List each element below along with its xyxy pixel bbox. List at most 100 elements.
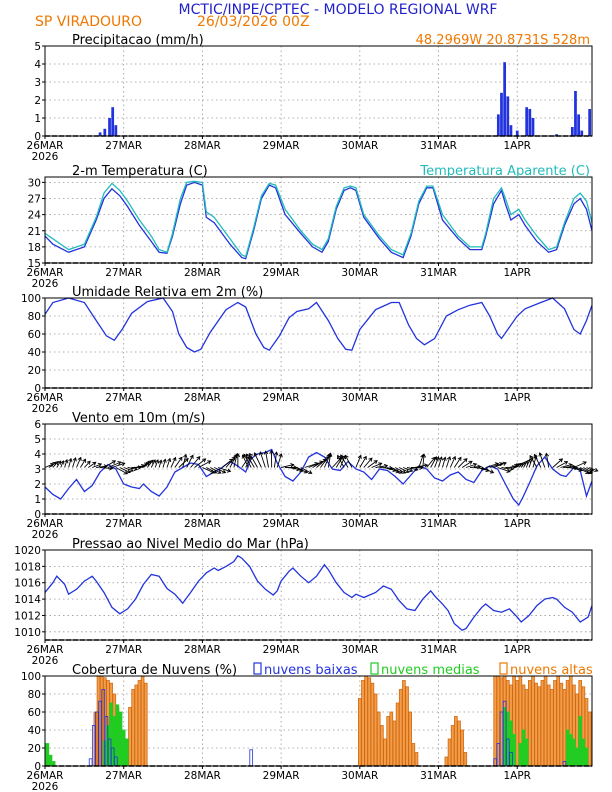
precip-bar	[103, 128, 107, 136]
cloud-bar-nuvens-altas	[395, 702, 400, 767]
wind-arrow	[523, 460, 528, 468]
xtick-label: 1APR	[503, 770, 531, 782]
wind-arrow-head	[290, 463, 295, 468]
wind-arrow-head	[378, 462, 383, 467]
wind-arrow-head	[269, 449, 274, 454]
wind-arrow	[406, 467, 418, 471]
wind-arrow-head	[207, 460, 212, 465]
cloud-bar-nuvens-altas	[556, 675, 560, 767]
wind-arrow	[461, 460, 473, 468]
cloud-bar-nuvens-medias	[512, 734, 516, 767]
wind-arrow	[64, 459, 68, 468]
wind-arrow-head	[77, 456, 82, 461]
cloud-bar-nuvens-medias	[524, 738, 529, 767]
wind-arrow	[363, 457, 373, 468]
wind-arrow	[375, 465, 388, 468]
wind-arrow	[422, 454, 425, 468]
wind-arrow-head	[249, 452, 253, 458]
wind-arrow	[391, 467, 403, 474]
wind-arrow	[359, 456, 367, 468]
wind-arrow-head	[149, 459, 154, 464]
cloud-bar-nuvens-altas	[562, 689, 567, 767]
cloud-bar-nuvens-altas	[386, 716, 390, 767]
wind-arrow-head	[421, 453, 427, 458]
wind-arrow	[254, 452, 262, 468]
wind-arrow	[225, 456, 236, 468]
wind-arrow-head	[533, 453, 538, 459]
wind-arrow	[243, 454, 252, 468]
wind-arrow	[344, 455, 353, 468]
xtick-label: 28MAR	[184, 267, 221, 279]
wind-arrow	[556, 461, 568, 468]
wind-arrow	[210, 467, 222, 474]
wind-arrow	[276, 453, 282, 468]
xtick-label: 27MAR	[105, 644, 142, 656]
xtick-label: 31MAR	[420, 267, 457, 279]
xtick-label: 30MAR	[341, 392, 378, 404]
cloud-bar-nuvens-altas	[389, 711, 394, 767]
wind-arrow	[438, 456, 443, 468]
xtick-label: 31MAR	[420, 140, 457, 152]
xtick-label: 30MAR	[341, 267, 378, 279]
ytick-label: 4	[34, 59, 41, 71]
wind-arrow-head	[126, 469, 131, 474]
wind-arrow	[395, 467, 406, 474]
series-line-Temperatura	[44, 181, 593, 260]
xtick-year-label: 2026	[32, 655, 59, 667]
wind-arrow	[198, 460, 211, 468]
wind-arrow	[202, 467, 215, 474]
wind-arrow	[68, 458, 72, 468]
ytick-label: 1016	[14, 578, 41, 590]
ytick-label: 18	[28, 242, 41, 254]
ytick-label: 6	[34, 419, 41, 431]
wind-arrow	[525, 459, 531, 468]
cloud-bar-nuvens-altas	[534, 682, 538, 767]
cloud-bar-nuvens-altas	[137, 680, 142, 767]
ytick-label: 100	[21, 671, 41, 683]
ytick-label: 100	[21, 293, 41, 305]
wind-arrow-head	[109, 466, 114, 471]
cloud-bar-nuvens-altas	[143, 682, 148, 767]
wind-arrow-head	[68, 457, 73, 463]
cloud-bar-nuvens-medias	[575, 747, 579, 767]
wind-arrow	[529, 455, 538, 468]
wind-arrow-head	[594, 467, 599, 472]
wind-arrow	[501, 467, 513, 470]
precip-bar	[555, 134, 558, 136]
header-location: SP VIRADOURO	[35, 14, 142, 30]
cloud-bar-nuvens-altas	[367, 677, 372, 767]
wind-arrow	[100, 467, 113, 469]
wind-arrow	[398, 467, 409, 473]
wind-arrow	[560, 464, 573, 468]
wind-arrow-head	[362, 455, 367, 461]
cloud-bar-nuvens-altas	[376, 711, 381, 767]
cloud-bar-nuvens-altas	[131, 689, 135, 767]
cloud-bar-nuvens-altas	[392, 720, 397, 767]
cloud-bar-nuvens-altas	[559, 682, 564, 767]
wind-arrow	[552, 458, 563, 468]
xtick-label: 31MAR	[420, 518, 457, 530]
wind-arrow-head	[538, 452, 543, 457]
wind-arrow-head	[582, 461, 587, 466]
ytick-label: 60	[28, 329, 41, 341]
wind-arrow	[414, 464, 428, 468]
cloud-bar-nuvens-medias	[45, 743, 50, 767]
cloud-bar-nuvens-medias	[572, 738, 576, 767]
wind-arrow-head	[92, 461, 97, 466]
wind-arrow	[532, 456, 537, 468]
wind-arrow-head	[72, 457, 77, 462]
wind-arrow-head	[438, 456, 443, 461]
wind-arrow-head	[117, 461, 122, 466]
precip-bar	[98, 132, 102, 136]
wind-arrow	[56, 460, 61, 468]
wind-arrow-head	[558, 458, 564, 463]
panel-4: 0 1 2 3 4 5 6 26MAR 27MAR 28MAR 29MAR 30MAR 31MAR 1AP…	[27, 411, 599, 541]
precip-bar	[506, 96, 510, 136]
xtick-label: 26MAR	[27, 518, 64, 530]
xtick-label: 31MAR	[420, 644, 457, 656]
wind-arrow	[576, 467, 589, 474]
ytick-label: 1020	[14, 545, 41, 557]
cloud-bar-nuvens-altas	[457, 720, 461, 767]
wind-arrow-head	[246, 453, 250, 458]
wind-arrow	[589, 467, 598, 472]
